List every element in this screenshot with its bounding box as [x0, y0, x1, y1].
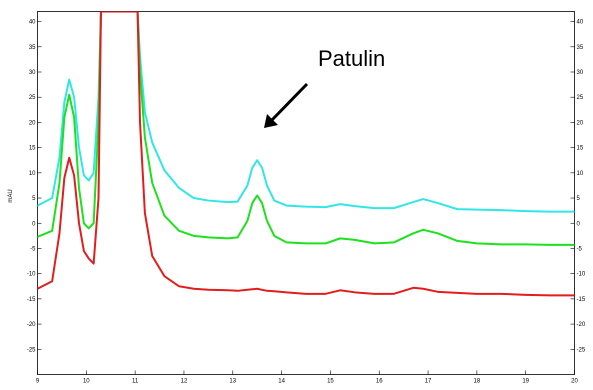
- y-tick-label-left: 10: [29, 171, 36, 177]
- y-tick-label-right: 35: [577, 45, 584, 51]
- y-tick-label-left: -10: [27, 272, 36, 278]
- y-tick-label-right: -10: [577, 272, 586, 278]
- x-tick-label: 20: [571, 379, 578, 385]
- plot-frame: [37, 11, 575, 375]
- y-axis-label: mAU: [8, 189, 14, 202]
- x-tick-label: 17: [425, 379, 432, 385]
- y-tick-label-right: 40: [577, 20, 584, 26]
- y-tick-label-left: 20: [29, 120, 36, 126]
- y-tick-label-right: -15: [577, 297, 586, 303]
- x-tick-label: 12: [181, 379, 188, 385]
- y-tick-label-left: 25: [29, 95, 36, 101]
- y-tick-label-right: 5: [577, 196, 581, 202]
- x-tick-label: 18: [474, 379, 481, 385]
- series-group: [37, 11, 575, 297]
- axis-ticks: 9 10 11 12 13 14 15 16 17 18 19 20 -25 -25 -20 -20 -15 -1…: [27, 20, 586, 385]
- y-tick-label-left: 40: [29, 20, 36, 26]
- y-tick-label-left: 15: [29, 146, 36, 152]
- annotation-label: Patulin: [318, 46, 385, 71]
- x-tick-label: 15: [327, 379, 334, 385]
- y-tick-label-right: 20: [577, 120, 584, 126]
- x-tick-label: 10: [83, 379, 90, 385]
- series-line-1: [37, 11, 575, 213]
- y-tick-label-left: 0: [32, 221, 36, 227]
- y-tick-label-right: -20: [577, 322, 586, 328]
- annotation-arrowhead: [264, 114, 278, 128]
- y-tick-label-left: -15: [27, 297, 36, 303]
- annotations: Patulin: [264, 46, 385, 128]
- y-tick-label-left: 30: [29, 70, 36, 76]
- series-line-3: [37, 11, 575, 297]
- annotation-arrow: [268, 82, 309, 124]
- x-tick-label: 11: [132, 379, 139, 385]
- y-tick-label-right: 0: [577, 221, 581, 227]
- series-line-2: [37, 11, 575, 246]
- y-tick-label-right: -25: [577, 347, 586, 353]
- y-tick-label-left: -20: [27, 322, 36, 328]
- y-tick-label-left: 5: [32, 196, 36, 202]
- x-tick-label: 9: [36, 379, 40, 385]
- x-tick-label: 14: [278, 379, 285, 385]
- y-tick-label-right: -5: [577, 246, 583, 252]
- x-tick-label: 16: [376, 379, 383, 385]
- y-tick-label-left: -5: [30, 246, 36, 252]
- y-tick-label-right: 25: [577, 95, 584, 101]
- y-tick-label-left: 35: [29, 45, 36, 51]
- y-tick-label-right: 10: [577, 171, 584, 177]
- y-tick-label-right: 15: [577, 146, 584, 152]
- y-tick-label-left: -25: [27, 347, 36, 353]
- x-tick-label: 19: [522, 379, 529, 385]
- y-tick-label-right: 30: [577, 70, 584, 76]
- x-tick-label: 13: [229, 379, 236, 385]
